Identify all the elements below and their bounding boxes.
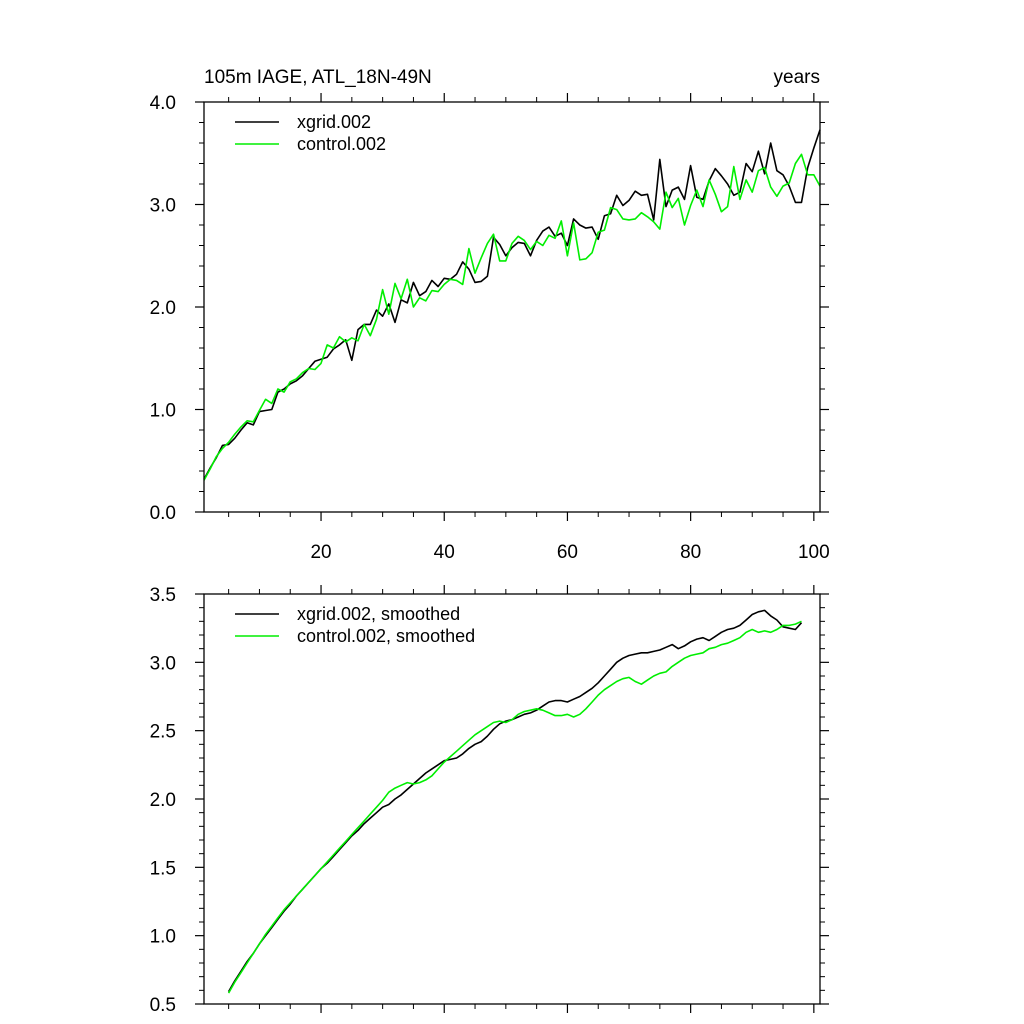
bottom-panel: 0.5 1.0 1.5 2.0 2.5 3.0 3.5 xgrid.002, smoothe… — [150, 585, 829, 1016]
top-panel-units-label: years — [774, 67, 820, 88]
bottom-y-tick-label: 0.5 — [150, 995, 176, 1016]
top-panel-ticks: 20 40 60 80 100 0.0 1.0 2.0 3.0 4.0 — [150, 93, 830, 563]
top-x-tick-label: 80 — [680, 542, 701, 563]
top-panel-title: 105m IAGE, ATL_18N-49N — [204, 67, 432, 88]
bottom-y-tick-label: 2.5 — [150, 722, 176, 743]
bottom-panel-frame — [203, 593, 821, 1005]
bottom-panel-series — [227, 609, 803, 994]
top-panel-frame — [203, 101, 821, 513]
top-y-tick-label: 1.0 — [150, 401, 176, 422]
top-series-line-control — [203, 153, 821, 481]
top-legend-label: xgrid.002 — [297, 112, 371, 132]
top-x-tick-label: 40 — [434, 542, 455, 563]
top-x-tick-label: 20 — [310, 542, 331, 563]
bottom-series-line-control — [227, 620, 802, 994]
bottom-series-line-xgrid — [227, 609, 803, 993]
top-x-tick-label: 60 — [557, 542, 578, 563]
bottom-legend-label: control.002, smoothed — [297, 626, 475, 646]
top-panel: 105m IAGE, ATL_18N-49N years 20 40 60 80 100… — [150, 67, 830, 563]
top-y-tick-label: 4.0 — [150, 93, 176, 114]
top-y-tick-label: 3.0 — [150, 196, 176, 217]
top-panel-series — [203, 129, 821, 481]
bottom-panel-ticks: 0.5 1.0 1.5 2.0 2.5 3.0 3.5 — [150, 585, 829, 1016]
top-series-line-xgrid — [203, 129, 821, 480]
bottom-y-tick-label: 1.0 — [150, 927, 176, 948]
top-x-tick-label: 100 — [798, 542, 830, 563]
bottom-y-tick-label: 3.0 — [150, 653, 176, 674]
top-y-tick-label: 0.0 — [150, 503, 176, 524]
top-y-tick-label: 2.0 — [150, 298, 176, 319]
bottom-y-tick-label: 3.5 — [150, 585, 176, 606]
top-legend-label: control.002 — [297, 134, 386, 154]
bottom-legend-label: xgrid.002, smoothed — [297, 604, 460, 624]
bottom-y-tick-label: 1.5 — [150, 858, 176, 879]
bottom-y-tick-label: 2.0 — [150, 790, 176, 811]
